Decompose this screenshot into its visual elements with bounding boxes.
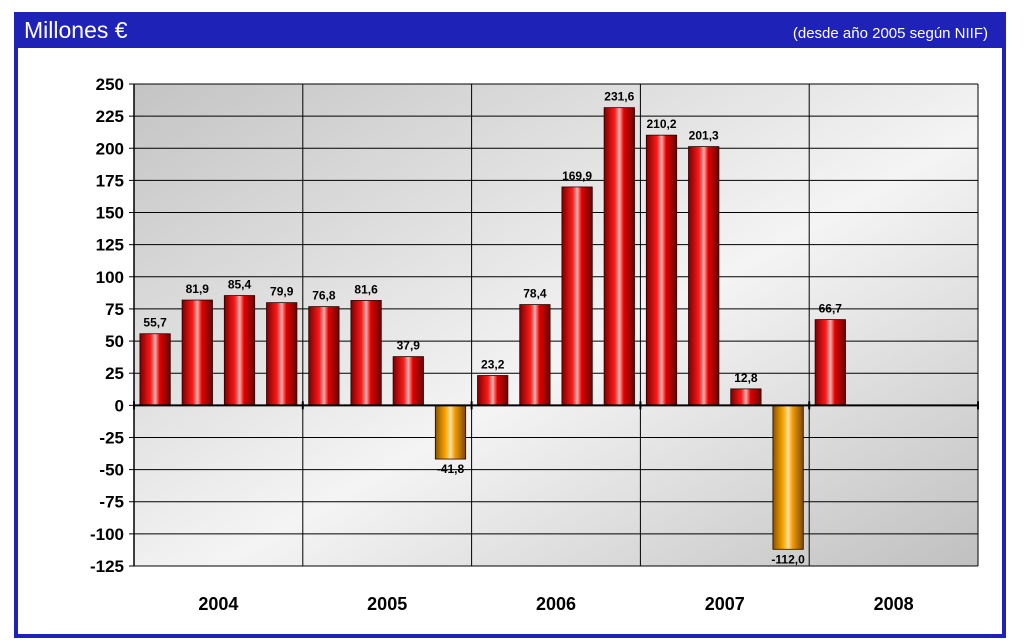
x-tick-label: 2007	[705, 594, 745, 614]
data-label: 81,9	[186, 282, 210, 296]
y-tick-label: -25	[99, 428, 124, 447]
y-tick-label: 150	[96, 204, 124, 223]
x-tick-label: 2005	[367, 594, 407, 614]
data-label: 210,2	[646, 117, 676, 131]
bar	[477, 375, 509, 406]
y-tick-label: 75	[105, 300, 124, 319]
bar	[772, 404, 804, 550]
data-label: 81,6	[354, 282, 378, 296]
chart-title: Millones €	[24, 17, 128, 43]
y-tick-label: 125	[96, 236, 124, 255]
bar	[519, 304, 551, 406]
bar	[223, 295, 256, 406]
data-label: -112,0	[771, 552, 805, 566]
data-label: 12,8	[734, 371, 758, 385]
y-tick-label: 225	[96, 107, 124, 126]
y-tick-label: 0	[115, 396, 124, 415]
data-label: 231,6	[604, 90, 634, 104]
y-tick-label: -50	[99, 461, 124, 480]
bar	[139, 333, 171, 406]
bar	[688, 146, 720, 406]
bar	[181, 299, 213, 406]
bar	[814, 319, 846, 406]
data-label: 169,9	[562, 169, 592, 183]
chart-subtitle: (desde año 2005 según NIIF)	[792, 25, 988, 42]
chart-header: Millones € (desde año 2005 según NIIF)	[14, 12, 1006, 48]
data-label: 23,2	[481, 358, 505, 372]
data-label: 76,8	[312, 289, 336, 303]
x-tick-label: 2006	[536, 594, 576, 614]
x-tick-label: 2004	[198, 594, 238, 614]
y-tick-label: -75	[99, 493, 124, 512]
bar	[561, 186, 593, 406]
data-label: 85,4	[228, 278, 252, 292]
bar	[603, 107, 635, 406]
bar	[645, 134, 678, 406]
data-label: 55,7	[143, 316, 167, 330]
data-label: 201,3	[689, 129, 719, 143]
y-tick-label: -100	[90, 525, 124, 544]
y-tick-label: 50	[105, 332, 124, 351]
y-tick-label: 250	[96, 75, 124, 94]
plot-area	[134, 84, 978, 566]
y-tick-label: 175	[96, 171, 124, 190]
y-tick-label: 200	[96, 139, 124, 158]
bar	[392, 356, 424, 406]
bar	[266, 302, 298, 406]
data-label: 79,9	[270, 285, 294, 299]
bar	[730, 388, 762, 406]
x-tick-label: 2008	[874, 594, 914, 614]
data-label: 66,7	[819, 302, 843, 316]
bar	[308, 306, 340, 406]
bar	[350, 300, 382, 406]
y-tick-label: -125	[90, 557, 124, 576]
data-label: 37,9	[397, 339, 421, 353]
y-tick-label: 25	[105, 364, 124, 383]
y-tick-label: 100	[96, 268, 124, 287]
data-label: 78,4	[523, 287, 547, 301]
bar	[434, 404, 467, 460]
data-label: -41,8	[437, 462, 465, 476]
